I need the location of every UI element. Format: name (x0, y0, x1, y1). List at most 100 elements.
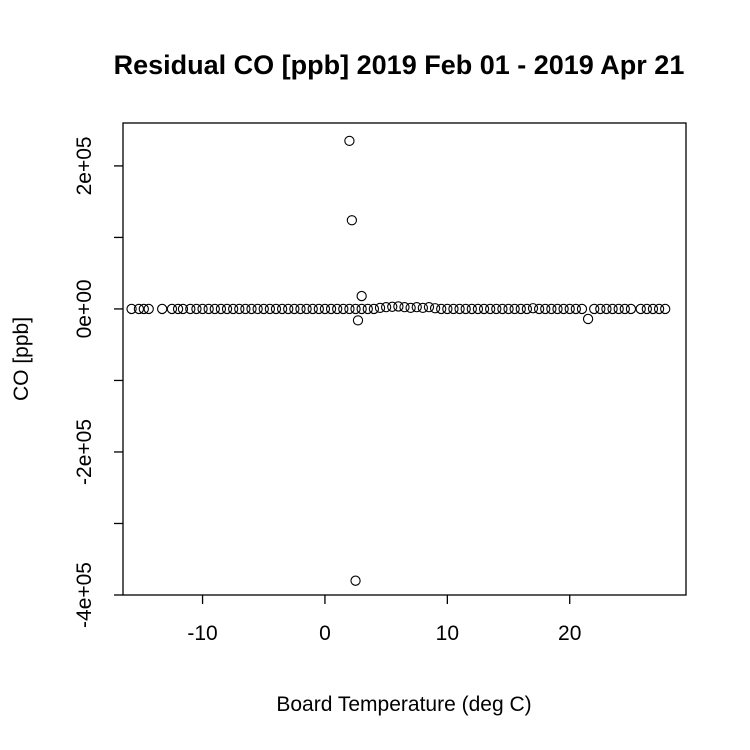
data-point (653, 303, 665, 315)
x-tick-label: -10 (187, 622, 217, 645)
data-point (240, 303, 251, 315)
plot-frame (122, 122, 687, 596)
data-point (405, 302, 416, 314)
data-point (448, 303, 459, 315)
data-point (641, 303, 652, 315)
y-axis-label: CO [ppb] (10, 317, 33, 401)
data-point (411, 302, 422, 313)
data-point (552, 303, 563, 315)
data-point (491, 303, 502, 315)
data-point (215, 303, 227, 315)
data-point (203, 303, 214, 315)
data-point (533, 303, 545, 315)
chart-title: Residual CO [ppb] 2019 Feb 01 - 2019 Apr… (114, 50, 685, 80)
data-point (185, 303, 196, 315)
data-point (399, 302, 410, 313)
data-point (166, 303, 178, 315)
y-axis: -4e+05 -2e+05 0e+00 2e+05 (73, 136, 123, 628)
data-point (276, 303, 288, 315)
data-point (589, 303, 600, 315)
data-point (133, 303, 145, 315)
data-points (126, 135, 671, 586)
data-point (660, 303, 671, 315)
data-point (442, 303, 453, 315)
data-point (126, 303, 137, 315)
data-point (540, 303, 551, 315)
data-point (177, 303, 189, 315)
data-point (352, 315, 364, 326)
data-point (301, 303, 312, 315)
data-point (221, 303, 233, 315)
data-point (338, 303, 349, 315)
data-point (625, 303, 637, 315)
data-point (362, 303, 373, 315)
y-tick-label: 2e+05 (73, 136, 96, 195)
data-point (564, 303, 575, 315)
data-point (460, 303, 471, 315)
data-point (283, 303, 294, 315)
data-point (509, 303, 520, 315)
x-tick-label: 0 (319, 622, 331, 645)
data-point (478, 303, 490, 315)
data-point (635, 303, 646, 315)
data-point (546, 303, 557, 315)
data-point (307, 303, 318, 315)
data-point (138, 303, 149, 315)
data-point (454, 303, 465, 315)
data-point (258, 303, 269, 315)
data-point (228, 303, 239, 315)
data-point (350, 575, 361, 586)
data-point (191, 303, 202, 315)
data-point (344, 135, 355, 147)
data-point (466, 303, 477, 315)
data-point (619, 303, 630, 315)
data-point (270, 303, 282, 315)
data-point (344, 303, 355, 315)
data-point (295, 303, 306, 315)
data-point (356, 290, 367, 302)
data-point (417, 302, 429, 314)
data-point (595, 303, 606, 315)
data-point (527, 303, 539, 314)
data-point (172, 303, 184, 315)
data-point (387, 301, 398, 312)
y-tick-label: -4e+05 (73, 562, 96, 628)
data-point (423, 302, 435, 313)
data-point (234, 303, 245, 315)
data-point (570, 303, 581, 315)
data-point (558, 303, 569, 315)
data-point (613, 303, 624, 315)
data-point (497, 303, 508, 315)
x-tick-label: 10 (436, 622, 459, 645)
data-point (197, 303, 208, 315)
data-point (485, 303, 496, 315)
data-point (346, 215, 358, 226)
data-point (157, 303, 168, 315)
data-point (521, 303, 533, 315)
data-point (319, 303, 331, 315)
data-point (429, 303, 441, 314)
data-point (601, 303, 612, 315)
data-point (368, 303, 380, 315)
x-axis: -10 0 10 20 (187, 595, 581, 645)
data-point (393, 301, 404, 312)
data-point (313, 303, 324, 315)
data-point (647, 303, 659, 315)
data-point (576, 303, 588, 315)
x-axis-label: Board Temperature (deg C) (276, 693, 531, 716)
data-point (350, 303, 361, 315)
data-point (252, 303, 263, 315)
data-point (264, 303, 276, 315)
y-tick-label: -2e+05 (73, 419, 96, 485)
data-point (503, 303, 514, 315)
x-tick-label: 20 (558, 622, 581, 645)
data-point (515, 303, 526, 315)
data-point (289, 303, 300, 315)
data-point (356, 303, 367, 315)
data-point (607, 303, 618, 315)
data-point (472, 303, 484, 315)
y-tick-label: 0e+00 (73, 279, 96, 338)
data-point (436, 303, 447, 315)
data-point (332, 303, 343, 315)
